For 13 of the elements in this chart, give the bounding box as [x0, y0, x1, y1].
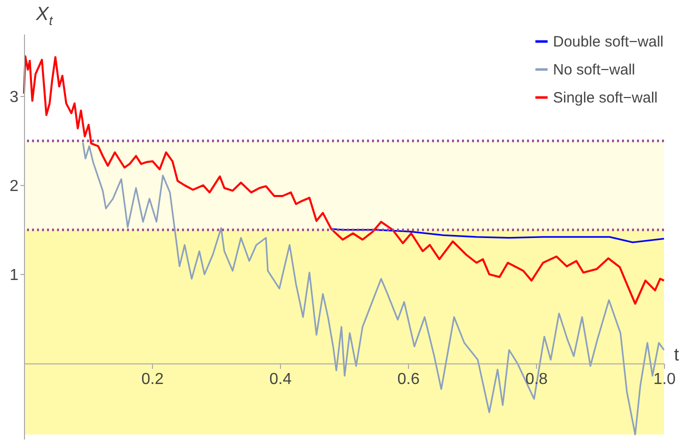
y-tick-label: 1: [10, 266, 19, 284]
y-tick-label: 3: [10, 88, 19, 106]
x-tick-label: 0.6: [397, 370, 420, 388]
line-series: [330, 228, 665, 244]
x-tick-label: 0.4: [269, 370, 292, 388]
legend-label: No soft−wall: [553, 62, 636, 78]
legend-label: Double soft−wall: [553, 34, 664, 50]
x-tick-label: 0.2: [141, 370, 164, 388]
line-series: [23, 55, 665, 305]
x-tick-label: 1.0: [653, 370, 676, 388]
x-axis-title: t: [674, 344, 680, 364]
legend-label: Single soft−wall: [553, 90, 658, 106]
y-tick-label: 2: [10, 178, 19, 195]
